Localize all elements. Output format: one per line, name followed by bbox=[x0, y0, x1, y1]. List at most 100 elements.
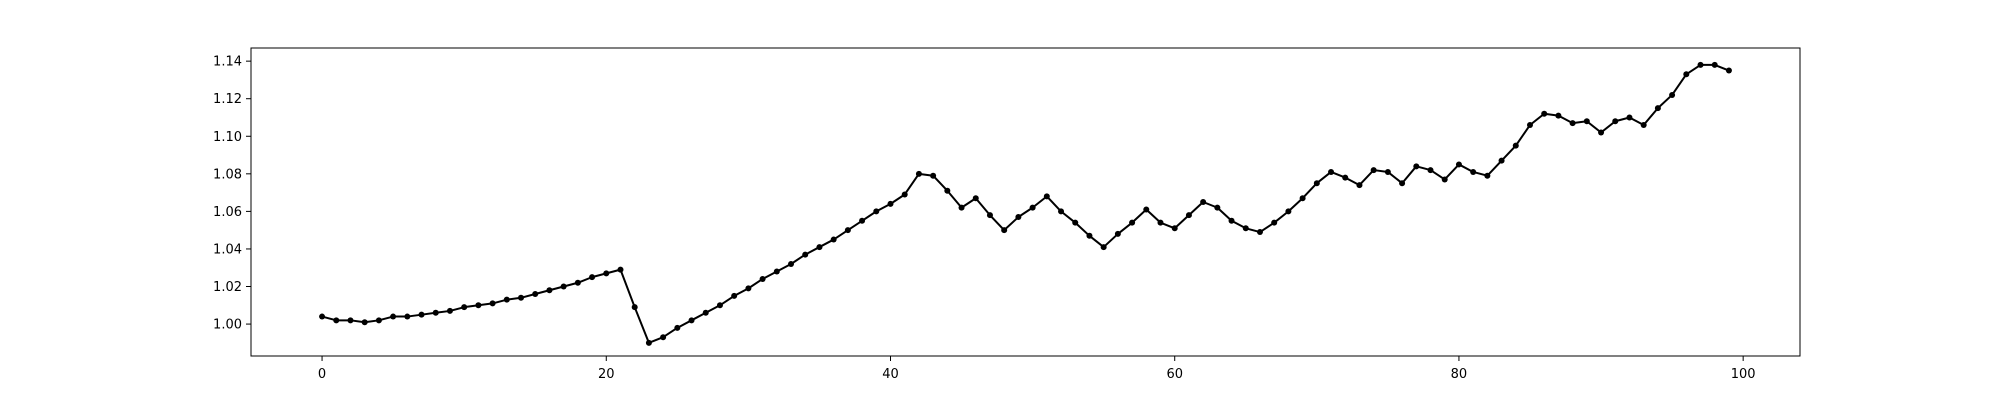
data-point bbox=[1384, 168, 1391, 175]
data-point bbox=[589, 274, 596, 281]
data-point bbox=[1683, 71, 1690, 78]
data-point bbox=[1001, 227, 1008, 234]
data-point bbox=[1171, 225, 1178, 232]
data-point bbox=[546, 287, 553, 294]
data-point bbox=[1072, 219, 1079, 226]
data-point bbox=[1285, 208, 1292, 215]
data-point bbox=[418, 311, 425, 318]
data-point bbox=[1100, 244, 1107, 251]
data-point bbox=[1555, 112, 1562, 119]
data-point bbox=[958, 204, 965, 211]
data-point bbox=[1129, 219, 1136, 226]
data-point bbox=[660, 334, 667, 341]
y-tick-label: 1.06 bbox=[213, 205, 242, 220]
data-point bbox=[1455, 161, 1462, 168]
data-point bbox=[503, 296, 510, 303]
data-point bbox=[1086, 232, 1093, 239]
data-point bbox=[1526, 122, 1533, 128]
data-point bbox=[333, 317, 340, 324]
data-point bbox=[574, 279, 581, 286]
data-point bbox=[1114, 230, 1121, 237]
data-point bbox=[1512, 142, 1519, 149]
data-point bbox=[1143, 206, 1150, 213]
data-point bbox=[731, 292, 738, 299]
data-point bbox=[489, 300, 496, 307]
data-point bbox=[404, 313, 411, 320]
data-point bbox=[1328, 168, 1335, 175]
data-point bbox=[347, 317, 354, 324]
data-point bbox=[887, 200, 894, 207]
data-point bbox=[1242, 225, 1249, 232]
data-point bbox=[873, 208, 880, 215]
data-point bbox=[432, 309, 439, 316]
data-point bbox=[1470, 168, 1477, 175]
data-point bbox=[1342, 174, 1349, 181]
plot-area-frame bbox=[250, 47, 1801, 357]
data-point bbox=[1498, 157, 1505, 164]
data-point bbox=[1185, 212, 1192, 219]
data-point bbox=[1157, 219, 1164, 226]
y-tick-label: 1.08 bbox=[213, 167, 242, 182]
data-point bbox=[1725, 67, 1732, 74]
data-point bbox=[788, 260, 795, 267]
data-point bbox=[716, 302, 723, 309]
data-point bbox=[375, 317, 382, 324]
data-point bbox=[773, 268, 780, 275]
data-point bbox=[1484, 172, 1491, 179]
data-point bbox=[830, 236, 837, 243]
data-point bbox=[1399, 180, 1406, 187]
data-point bbox=[745, 285, 752, 292]
data-point bbox=[802, 251, 809, 258]
data-point bbox=[986, 212, 993, 219]
data-point bbox=[1058, 208, 1065, 215]
data-point bbox=[1669, 91, 1676, 98]
data-point bbox=[759, 276, 766, 282]
data-point bbox=[390, 313, 397, 320]
data-point bbox=[1441, 176, 1448, 183]
data-point bbox=[361, 319, 368, 326]
data-point bbox=[1271, 219, 1278, 226]
x-tick-label: 60 bbox=[1166, 367, 1183, 382]
data-point bbox=[901, 191, 908, 198]
y-tick-label: 1.02 bbox=[213, 280, 242, 295]
data-point bbox=[702, 309, 709, 316]
data-point bbox=[1427, 167, 1434, 174]
data-point bbox=[944, 187, 951, 194]
data-point bbox=[1697, 61, 1704, 68]
data-point bbox=[1200, 199, 1207, 205]
data-point bbox=[631, 304, 638, 311]
data-point bbox=[1413, 163, 1420, 170]
y-tick-label: 1.14 bbox=[213, 55, 242, 70]
x-axis: 0 20 40 60 80 100 bbox=[318, 356, 1756, 382]
x-tick-label: 0 bbox=[318, 367, 326, 382]
data-point bbox=[1654, 105, 1661, 112]
data-point bbox=[475, 302, 482, 309]
data-point bbox=[1214, 204, 1221, 211]
data-point bbox=[461, 304, 468, 311]
data-point bbox=[972, 195, 979, 202]
data-point bbox=[1598, 129, 1605, 136]
data-point bbox=[532, 291, 539, 298]
data-point bbox=[1711, 61, 1718, 68]
data-point bbox=[1228, 217, 1235, 224]
data-point bbox=[617, 266, 624, 273]
data-point bbox=[1541, 110, 1548, 117]
data-point bbox=[915, 170, 922, 177]
data-point bbox=[1626, 114, 1633, 121]
x-tick-label: 80 bbox=[1451, 367, 1468, 382]
y-tick-label: 1.12 bbox=[213, 92, 242, 107]
data-point bbox=[560, 283, 567, 290]
chart-marks bbox=[319, 61, 1732, 346]
data-point bbox=[1640, 122, 1647, 128]
data-point bbox=[518, 294, 525, 301]
data-point bbox=[816, 244, 823, 251]
data-point bbox=[603, 270, 610, 277]
data-point bbox=[1370, 167, 1377, 174]
y-tick-label: 1.10 bbox=[213, 130, 242, 145]
data-point bbox=[319, 313, 326, 320]
data-point bbox=[859, 217, 866, 224]
data-point bbox=[844, 227, 851, 234]
x-tick-label: 100 bbox=[1731, 367, 1756, 382]
data-point bbox=[688, 317, 695, 324]
data-point bbox=[1043, 193, 1050, 200]
